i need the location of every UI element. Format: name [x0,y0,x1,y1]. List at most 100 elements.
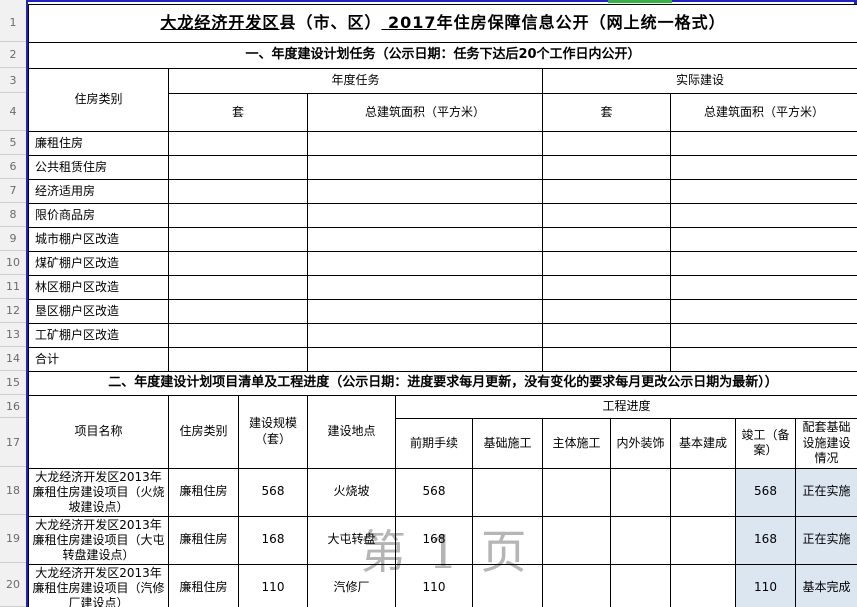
header-main-body[interactable]: 主体施工 [542,418,611,469]
empty-cell[interactable] [307,155,543,180]
row-number-4[interactable]: 4 [0,93,26,131]
empty-cell[interactable] [168,275,308,300]
header-completion[interactable]: 竣工（备案） [735,418,796,469]
header-annual-task[interactable]: 年度任务 [168,68,543,94]
empty-cell[interactable] [670,155,857,180]
section2-heading[interactable]: 二、年度建设计划项目清单及工程进度（公示日期：进度要求每月更新，没有变化的要求每… [27,371,857,396]
project-type[interactable]: 廉租住房 [168,467,239,517]
header-decoration[interactable]: 内外装饰 [610,418,671,469]
sheet-title[interactable]: 大龙经济开发区县（市、区） 2017年住房保障信息公开（网上统一格式） [28,4,857,43]
header-project-name[interactable]: 项目名称 [28,395,169,469]
row-number-18[interactable]: 18 [0,467,26,515]
empty-cell[interactable] [542,131,671,156]
empty-cell[interactable] [168,155,308,180]
empty-cell[interactable] [168,347,308,372]
empty-cell[interactable] [670,227,857,252]
empty-cell[interactable] [542,275,671,300]
project-location[interactable]: 汽修厂 [307,563,396,607]
empty-cell[interactable] [542,203,671,228]
empty-cell[interactable] [542,563,611,607]
empty-cell[interactable] [307,275,543,300]
empty-cell[interactable] [670,515,736,565]
project-support-status[interactable]: 正在实施 [794,467,857,517]
empty-cell[interactable] [542,179,671,204]
housing-type-label[interactable]: 林区棚户区改造 [28,275,169,300]
empty-cell[interactable] [670,251,857,276]
empty-cell[interactable] [168,299,308,324]
project-name[interactable]: 大龙经济开发区2013年廉租住房建设项目（汽修厂建设点） [28,563,169,607]
page-break-handle[interactable] [608,0,672,3]
empty-cell[interactable] [472,563,543,607]
project-type[interactable]: 廉租住房 [168,515,239,565]
empty-cell[interactable] [670,347,857,372]
empty-cell[interactable] [670,467,736,517]
header-support-facility[interactable]: 配套基础设施建设情况 [794,418,857,469]
section1-heading[interactable]: 一、年度建设计划任务（公示日期：任务下达后20个工作日内公开） [28,42,857,69]
empty-cell[interactable] [610,467,671,517]
empty-cell[interactable] [307,179,543,204]
housing-type-label[interactable]: 限价商品房 [28,203,169,228]
empty-cell[interactable] [542,227,671,252]
row-number-8[interactable]: 8 [0,203,26,227]
project-location[interactable]: 大屯转盘 [307,515,396,565]
empty-cell[interactable] [168,227,308,252]
header-progress-group[interactable]: 工程进度 [394,395,857,419]
empty-cell[interactable] [542,515,611,565]
empty-cell[interactable] [542,467,611,517]
empty-cell[interactable] [670,203,857,228]
project-completion[interactable]: 110 [735,563,796,607]
empty-cell[interactable] [168,323,308,348]
project-scale[interactable]: 168 [238,515,308,565]
empty-cell[interactable] [610,563,671,607]
housing-type-label[interactable]: 煤矿棚户区改造 [28,251,169,276]
empty-cell[interactable] [542,155,671,180]
empty-cell[interactable] [472,467,543,517]
empty-cell[interactable] [307,347,543,372]
empty-cell[interactable] [670,275,857,300]
header-actual-build[interactable]: 实际建设 [542,68,857,94]
empty-cell[interactable] [542,347,671,372]
row-number-15[interactable]: 15 [0,371,26,395]
empty-cell[interactable] [670,563,736,607]
empty-cell[interactable] [307,227,543,252]
header-pre-procedure[interactable]: 前期手续 [395,418,473,469]
empty-cell[interactable] [168,251,308,276]
empty-cell[interactable] [670,299,857,324]
empty-cell[interactable] [610,515,671,565]
housing-type-label[interactable]: 城市棚户区改造 [28,227,169,252]
row-number-17[interactable]: 17 [0,418,26,467]
housing-type-label[interactable]: 垦区棚户区改造 [28,299,169,324]
row-number-10[interactable]: 10 [0,251,26,275]
empty-cell[interactable] [542,323,671,348]
empty-cell[interactable] [307,131,543,156]
project-pre[interactable]: 168 [395,515,473,565]
project-support-status[interactable]: 基本完成 [794,563,857,607]
housing-type-label[interactable]: 公共租赁住房 [28,155,169,180]
empty-cell[interactable] [307,203,543,228]
empty-cell[interactable] [168,131,308,156]
row-number-12[interactable]: 12 [0,299,26,323]
empty-cell[interactable] [168,179,308,204]
project-pre[interactable]: 110 [395,563,473,607]
header-area-annual[interactable]: 总建筑面积（平方米） [307,93,543,132]
project-scale[interactable]: 110 [238,563,308,607]
housing-type-label[interactable]: 经济适用房 [28,179,169,204]
row-number-5[interactable]: 5 [0,131,26,155]
header-scale[interactable]: 建设规模（套） [238,395,308,469]
header-housing-type[interactable]: 住房类别 [28,68,169,132]
empty-cell[interactable] [307,323,543,348]
project-type[interactable]: 廉租住房 [168,563,239,607]
row-number-1[interactable]: 1 [0,4,26,42]
housing-type-label[interactable]: 廉租住房 [28,131,169,156]
row-number-20[interactable]: 20 [0,563,26,607]
empty-cell[interactable] [542,251,671,276]
project-location[interactable]: 火烧坡 [307,467,396,517]
project-completion[interactable]: 168 [735,515,796,565]
empty-cell[interactable] [670,179,857,204]
row-number-7[interactable]: 7 [0,179,26,203]
header-built[interactable]: 基本建成 [670,418,736,469]
housing-type-label[interactable]: 工矿棚户区改造 [28,323,169,348]
empty-cell[interactable] [168,203,308,228]
row-number-13[interactable]: 13 [0,323,26,347]
project-name[interactable]: 大龙经济开发区2013年廉租住房建设项目（火烧坡建设点） [28,467,169,517]
